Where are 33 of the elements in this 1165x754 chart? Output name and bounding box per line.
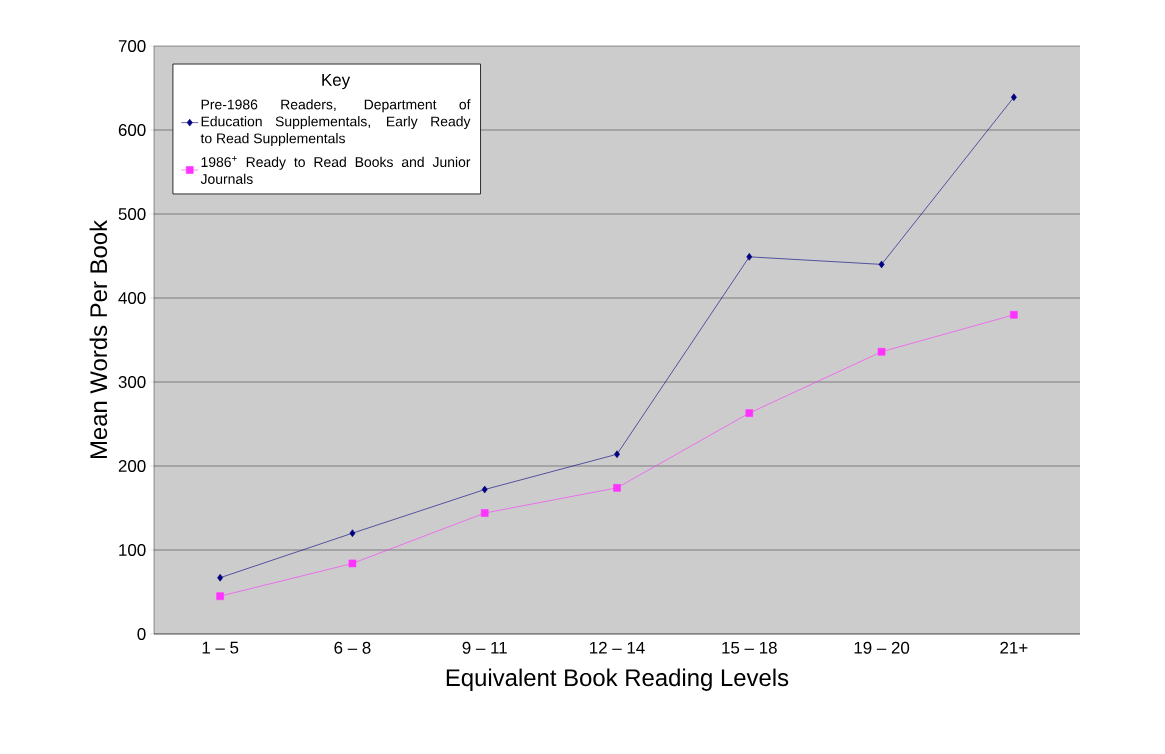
point [481,485,488,494]
x-tick-label: 19 – 20 [854,641,910,654]
x-tick-label: 21+ [1000,641,1028,654]
y-tick-label: 600 [118,124,146,136]
point [1010,93,1017,102]
y-tick-label: 700 [118,40,146,52]
y-tick-label: 200 [118,460,146,472]
legend-title: Key [322,74,351,90]
x-tick-label: 1 – 5 [202,641,239,654]
y-tick-label: 400 [118,292,146,304]
x-tick-label: 6 – 8 [334,641,371,654]
point [745,409,754,417]
point [1010,311,1018,319]
x-tick-label: 15 – 18 [722,641,777,654]
point [878,260,885,269]
x-tick-label: 9 – 11 [462,641,507,654]
point [746,253,753,261]
y-tick-label: 300 [118,376,146,388]
x-axis-title: Equivalent Book Reading Levels [446,668,789,691]
point [349,529,356,537]
point [348,559,357,568]
x-tick-label: 12 – 14 [590,641,645,654]
legend-label: 1986$^{+}$ Ready to Read Books and Junior Journals [200,156,471,184]
point [217,573,224,582]
point [613,484,621,492]
y-axis-title: Mean Words Per Book [89,219,108,459]
point [480,509,489,517]
point [877,347,886,356]
y-tick-label: 0 [137,628,146,640]
legend-label: Pre-1986 Readers, Department of Education Supplementals, Early Ready to Read Supplementals [200,99,471,147]
point [216,592,224,600]
y-tick-label: 500 [118,208,146,220]
y-tick-label: 100 [119,544,146,556]
